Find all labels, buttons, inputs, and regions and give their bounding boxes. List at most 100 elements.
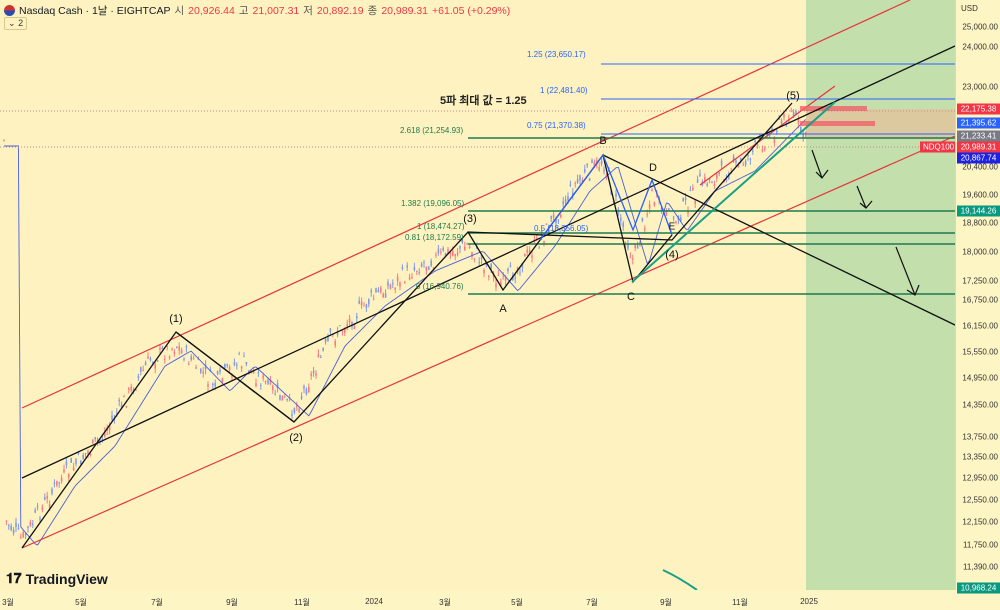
candle-body bbox=[771, 128, 773, 130]
candle-body bbox=[382, 293, 384, 298]
candle-body bbox=[804, 132, 807, 135]
candle-body bbox=[166, 346, 168, 348]
high-label: 고 bbox=[238, 5, 249, 17]
candle-body bbox=[300, 396, 303, 399]
channel-upper bbox=[21, 0, 911, 409]
candle-body bbox=[588, 178, 591, 181]
candle-body bbox=[461, 240, 464, 243]
candle-body bbox=[557, 219, 560, 221]
tradingview-logo[interactable]: 𝟏𝟕 TradingView bbox=[6, 570, 108, 587]
candle-body bbox=[344, 329, 346, 333]
candle-body bbox=[363, 305, 365, 307]
candle-body bbox=[341, 330, 344, 332]
price-tick: 24,000.00 bbox=[962, 42, 998, 52]
candle-body bbox=[312, 370, 315, 373]
candle-body bbox=[149, 358, 152, 361]
candle-body bbox=[303, 386, 305, 389]
price-tag: 20,989.31 bbox=[957, 141, 1000, 153]
candle-body bbox=[34, 509, 36, 513]
candle-body bbox=[128, 388, 130, 390]
candle-body bbox=[178, 346, 180, 351]
candle-body bbox=[502, 275, 504, 277]
time-tick: 11월 bbox=[732, 598, 748, 607]
candle-body bbox=[264, 380, 267, 383]
candle-body bbox=[94, 437, 96, 440]
candle-body bbox=[711, 182, 713, 184]
time-axis[interactable]: 3월 5월 7월 9월 11월 2024 3월 5월 7월 9월 11월 2025 bbox=[0, 590, 1000, 610]
candle-body bbox=[317, 354, 320, 358]
fib-label: 0.5 (18,356.05) bbox=[534, 224, 589, 233]
candle-body bbox=[197, 358, 200, 360]
candle-body bbox=[322, 348, 324, 351]
time-tick: 7월 bbox=[151, 598, 163, 607]
candle-body bbox=[351, 321, 353, 327]
symbol-header[interactable]: Nasdaq Cash · 1날 · EIGHTCAP 시 20,926.44 고… bbox=[4, 3, 510, 18]
candle-body bbox=[581, 180, 584, 183]
candle-body bbox=[603, 169, 605, 172]
candle-body bbox=[792, 112, 795, 117]
candle-body bbox=[579, 175, 581, 181]
candle-body bbox=[536, 237, 538, 239]
candle-body bbox=[183, 358, 185, 361]
channel-lower bbox=[21, 135, 955, 549]
candle-body bbox=[348, 318, 351, 323]
candle-body bbox=[620, 217, 622, 221]
candle-body bbox=[704, 176, 706, 182]
candle-body bbox=[384, 293, 387, 298]
candle-body bbox=[696, 179, 699, 183]
candle-body bbox=[600, 161, 603, 164]
candle-body bbox=[584, 168, 586, 173]
candle-body bbox=[500, 281, 502, 287]
candle-body bbox=[219, 369, 221, 373]
candle-body bbox=[569, 184, 572, 186]
currency-label[interactable]: USD bbox=[961, 4, 978, 13]
trend-line-black-2 bbox=[175, 331, 295, 423]
candle-body bbox=[257, 372, 260, 374]
candle-body bbox=[48, 504, 51, 508]
candle-body bbox=[420, 264, 423, 267]
candle-body bbox=[272, 385, 274, 391]
candle-body bbox=[15, 522, 17, 528]
candle-body bbox=[12, 529, 15, 534]
abcde-blue bbox=[539, 153, 673, 241]
price-tag: 19,144.26 bbox=[957, 205, 1000, 217]
indicators-toggle[interactable]: ⌄ 2 bbox=[4, 17, 28, 30]
candle-body bbox=[764, 148, 766, 150]
candle-body bbox=[744, 161, 747, 165]
candle-body bbox=[159, 347, 161, 350]
candle-body bbox=[140, 366, 142, 372]
candle-body bbox=[413, 266, 416, 271]
fib-label: 0 (16,940.76) bbox=[416, 282, 464, 291]
candle-body bbox=[761, 149, 764, 152]
price-axis[interactable]: USD 25,000.00 24,000.00 23,000.00 20,400.00… bbox=[955, 0, 1000, 594]
candle-body bbox=[339, 325, 341, 327]
candle-body bbox=[627, 243, 629, 249]
candle-body bbox=[125, 406, 128, 408]
price-tag: 10,968.24 bbox=[957, 582, 1000, 594]
candle-body bbox=[104, 431, 106, 437]
candle-body bbox=[41, 506, 44, 511]
wave-label: D bbox=[649, 162, 657, 174]
candle-body bbox=[442, 248, 444, 251]
candle-body bbox=[452, 250, 454, 256]
indicators-count: 2 bbox=[18, 18, 24, 28]
trend-line-red bbox=[699, 85, 836, 186]
candle-body bbox=[154, 363, 156, 369]
candle-body bbox=[44, 497, 46, 500]
candle-body bbox=[552, 214, 555, 218]
candle-body bbox=[267, 379, 269, 384]
time-tick: 11월 bbox=[294, 598, 310, 607]
symbol-name[interactable]: Nasdaq Cash · 1날 · EIGHTCAP bbox=[19, 5, 171, 17]
candle-body bbox=[334, 340, 336, 346]
chart-canvas[interactable] bbox=[0, 0, 955, 590]
candle-body bbox=[120, 404, 123, 409]
us-flag-icon bbox=[4, 5, 15, 16]
candle-body bbox=[84, 453, 87, 455]
candle-body bbox=[324, 338, 327, 343]
candle-body bbox=[118, 399, 120, 402]
price-tick: 11,750.00 bbox=[963, 540, 998, 550]
wave-label: E bbox=[668, 221, 676, 233]
moving-average bbox=[4, 119, 806, 546]
candle-body bbox=[212, 383, 214, 386]
chart-area[interactable]: Nasdaq Cash · 1날 · EIGHTCAP 시 20,926.44 고… bbox=[0, 0, 958, 590]
